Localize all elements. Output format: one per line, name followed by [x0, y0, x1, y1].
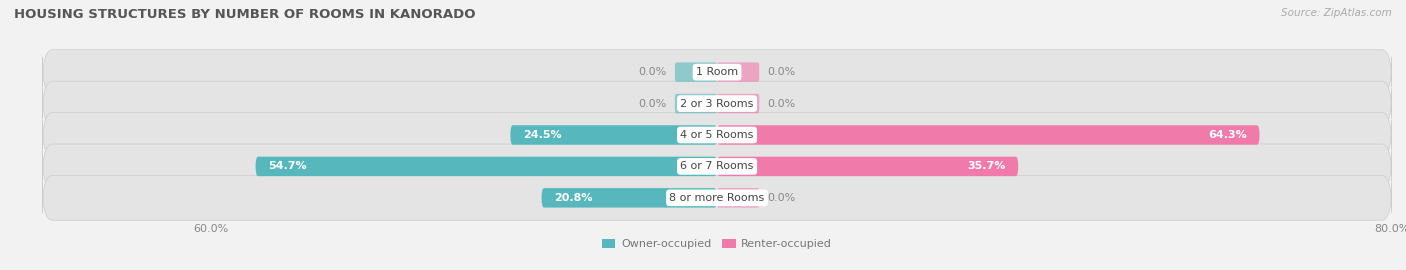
FancyBboxPatch shape [541, 188, 717, 208]
FancyBboxPatch shape [717, 125, 1260, 145]
Text: 0.0%: 0.0% [768, 99, 796, 109]
Text: 64.3%: 64.3% [1208, 130, 1247, 140]
Text: 1 Room: 1 Room [696, 67, 738, 77]
Text: 20.8%: 20.8% [554, 193, 593, 203]
Text: 54.7%: 54.7% [269, 161, 307, 171]
Text: 35.7%: 35.7% [967, 161, 1005, 171]
FancyBboxPatch shape [717, 94, 759, 113]
Text: 0.0%: 0.0% [638, 99, 666, 109]
Text: 2 or 3 Rooms: 2 or 3 Rooms [681, 99, 754, 109]
FancyBboxPatch shape [42, 176, 1392, 220]
FancyBboxPatch shape [42, 113, 1392, 157]
FancyBboxPatch shape [717, 62, 759, 82]
Text: 4 or 5 Rooms: 4 or 5 Rooms [681, 130, 754, 140]
Text: Source: ZipAtlas.com: Source: ZipAtlas.com [1281, 8, 1392, 18]
FancyBboxPatch shape [256, 157, 717, 176]
FancyBboxPatch shape [717, 188, 759, 208]
Text: 6 or 7 Rooms: 6 or 7 Rooms [681, 161, 754, 171]
Text: 0.0%: 0.0% [638, 67, 666, 77]
FancyBboxPatch shape [42, 50, 1392, 94]
Text: HOUSING STRUCTURES BY NUMBER OF ROOMS IN KANORADO: HOUSING STRUCTURES BY NUMBER OF ROOMS IN… [14, 8, 475, 21]
FancyBboxPatch shape [717, 157, 1018, 176]
FancyBboxPatch shape [42, 144, 1392, 189]
Text: 0.0%: 0.0% [768, 67, 796, 77]
FancyBboxPatch shape [675, 62, 717, 82]
Legend: Owner-occupied, Renter-occupied: Owner-occupied, Renter-occupied [598, 235, 837, 254]
Text: 8 or more Rooms: 8 or more Rooms [669, 193, 765, 203]
FancyBboxPatch shape [675, 94, 717, 113]
Text: 0.0%: 0.0% [768, 193, 796, 203]
FancyBboxPatch shape [42, 81, 1392, 126]
Text: 24.5%: 24.5% [523, 130, 561, 140]
FancyBboxPatch shape [510, 125, 717, 145]
